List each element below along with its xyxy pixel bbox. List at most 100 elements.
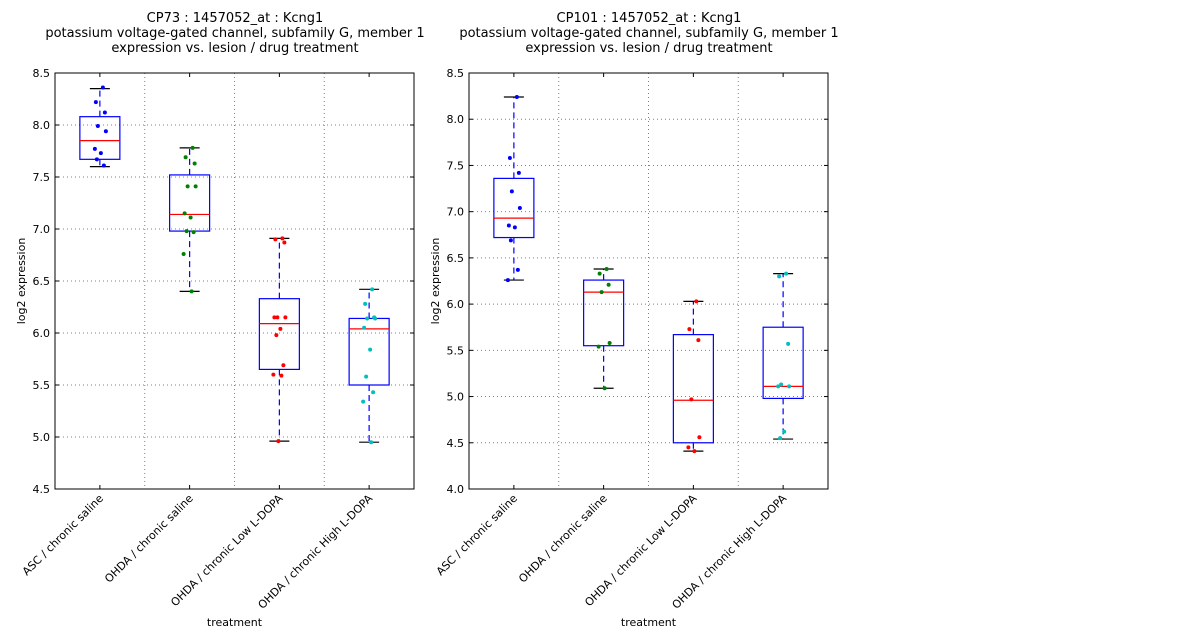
box [762,326,804,400]
data-point [689,397,694,402]
x-tick-label: OHDA / chronic saline [516,492,610,586]
data-point [280,236,285,241]
data-point [599,290,604,295]
x-tick-label: ASC / chronic saline [434,492,520,578]
data-point [102,110,107,115]
data-point [193,184,198,189]
box [672,334,714,444]
data-point [786,341,791,346]
data-point [274,333,279,338]
data-point [512,225,517,230]
data-point [373,316,378,321]
chart-title-line-2: potassium voltage-gated channel, subfami… [45,26,424,41]
data-point [604,266,609,271]
data-point [694,299,699,304]
y-tick-label: 6.0 [447,298,465,311]
data-point [271,372,276,377]
box [583,279,625,347]
y-tick-label: 5.5 [33,379,51,392]
chart-title-line-3: expression vs. lesion / drug treatment [111,41,358,56]
y-axis-label: log2 expression [15,238,28,325]
data-point [281,363,286,368]
data-point [101,163,106,168]
y-tick-label: 8.0 [447,113,465,126]
data-point [364,374,369,379]
data-point [103,129,108,134]
box [258,298,300,370]
data-point [100,85,105,90]
data-point [606,282,611,287]
data-point [361,399,366,404]
data-point [777,274,782,279]
data-point [506,223,511,228]
data-point [94,157,99,162]
chart-title-line-3: expression vs. lesion / drug treatment [525,41,772,56]
x-axis-label: treatment [207,616,263,629]
plot-frame [468,72,829,490]
data-point [782,429,787,434]
y-tick-label: 8.5 [33,67,51,80]
data-point [279,373,284,378]
data-point [368,347,373,352]
data-point [607,340,612,345]
data-point [697,435,702,440]
y-tick-label: 7.5 [33,171,51,184]
data-point [515,267,520,272]
data-point [188,215,193,220]
box-group-4 [762,271,804,441]
chart-title-line-1: CP73 : 1457052_at : Kcng1 [147,11,324,26]
x-tick-label: OHDA / chronic saline [102,492,196,586]
box-group-2 [583,266,625,391]
data-point [283,315,288,320]
x-tick-label: ASC / chronic saline [20,492,106,578]
data-point [596,344,601,349]
y-tick-label: 5.5 [447,344,465,357]
data-point [183,155,188,160]
data-point [787,384,792,389]
data-point [602,386,607,391]
box-group-1 [79,85,121,168]
data-point [517,205,522,210]
box [169,174,211,232]
data-point [275,315,280,320]
data-point [686,445,691,450]
y-tick-label: 5.0 [33,431,51,444]
data-point [362,325,367,330]
data-point [784,271,789,276]
y-axis-label: log2 expression [429,238,442,325]
data-point [370,287,375,292]
y-tick-label: 7.5 [447,159,465,172]
data-point [505,278,510,283]
data-point [516,170,521,175]
data-point [696,338,701,343]
data-point [273,237,278,242]
box-group-3 [258,236,300,444]
y-tick-label: 7.0 [447,206,465,219]
data-point [369,440,374,445]
x-axis-label: treatment [621,616,677,629]
data-point [184,229,189,234]
box [493,177,535,239]
data-point [371,390,376,395]
y-tick-label: 8.5 [447,67,465,80]
data-point [98,151,103,156]
y-tick-label: 4.0 [447,483,465,496]
data-point [776,384,781,389]
data-point [272,315,277,320]
box-group-4 [348,287,390,445]
data-point [192,161,197,166]
data-point [687,327,692,332]
data-point [779,382,784,387]
chart-title-line-2: potassium voltage-gated channel, subfami… [459,26,838,41]
data-point [276,439,281,444]
y-tick-label: 4.5 [33,483,51,496]
y-tick-label: 6.5 [447,252,465,265]
y-tick-label: 4.5 [447,437,465,450]
data-point [182,211,187,216]
data-point [278,326,283,331]
box [79,116,121,160]
data-point [95,124,100,129]
box-group-3 [672,299,714,454]
